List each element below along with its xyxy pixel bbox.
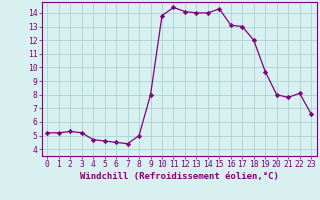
X-axis label: Windchill (Refroidissement éolien,°C): Windchill (Refroidissement éolien,°C) [80, 172, 279, 181]
